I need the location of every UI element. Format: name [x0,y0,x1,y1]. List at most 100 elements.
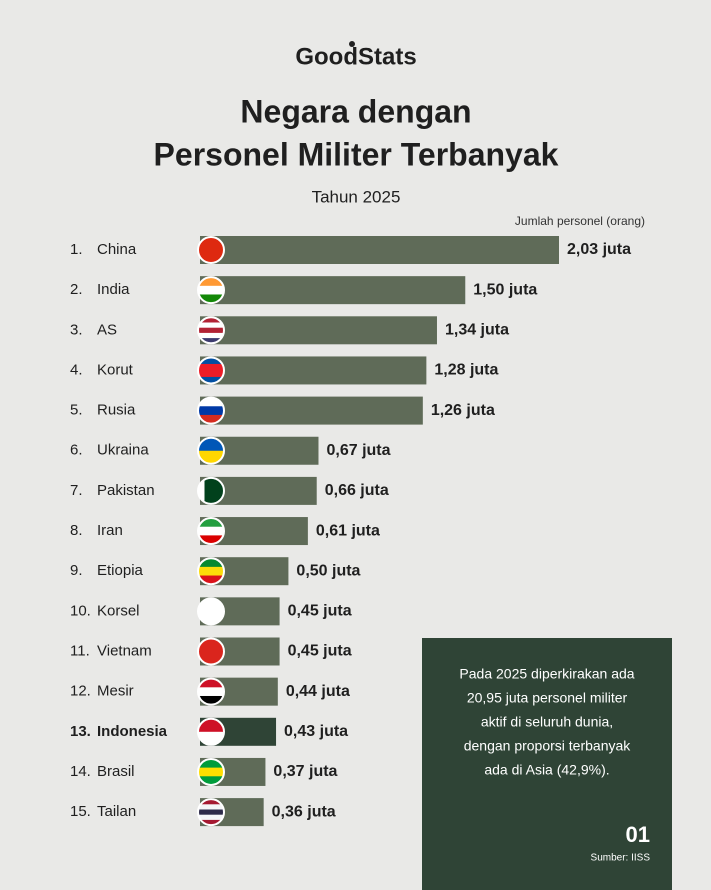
value-label: 1,34 juta [445,322,509,339]
flag [198,317,224,344]
value-label: 0,61 juta [316,522,380,539]
flag-border [197,436,225,465]
flag-stripe [198,332,224,339]
flag-stripe [198,376,224,384]
logo-dot [349,41,355,47]
flag [198,678,224,705]
flag-border [197,637,225,666]
rank: 9. [70,562,83,579]
note-line: Pada 2025 diperkirakan ada [459,666,634,682]
page-number: 01 [626,822,650,847]
flag-border [197,677,225,706]
flag-stripe [198,819,224,826]
value-label: 2,03 juta [567,241,631,258]
category-label: Pakistan [97,482,155,499]
title-line: Negara dengan [240,93,471,129]
flag-stripe [198,809,224,816]
category-label: Korut [97,361,134,378]
flag-stripe [198,327,224,334]
flag-stripe [198,558,224,568]
flag-stripe [204,477,212,504]
category-label: China [97,241,137,258]
category-label: Tailan [97,803,136,820]
flag-border [197,597,225,626]
value-label: 1,28 juta [434,362,498,379]
flag-stripe [198,322,224,329]
axis-label: Jumlah personel (orang) [515,214,645,228]
source: Sumber: IISS [591,853,651,864]
flag-stripe [198,518,224,528]
flag-stripe [198,535,224,545]
rank: 7. [70,482,83,499]
category-label: Brasil [97,763,135,780]
category-label: Rusia [97,402,136,419]
flag-stripe [198,526,224,536]
flag-border [197,757,225,786]
value-label: 0,43 juta [284,723,348,740]
flag-border [197,557,225,586]
flag-stripe [198,477,205,504]
flag-stripe [198,718,224,733]
flag [198,558,224,585]
flag-stripe [217,477,224,504]
flag-border [197,798,225,827]
flag-stripe [198,414,224,424]
value-label: 0,50 juta [296,562,360,579]
subtitle: Tahun 2025 [312,187,401,206]
value-label: 1,26 juta [431,402,495,419]
flag-stripe [198,363,224,371]
value-label: 0,66 juta [325,482,389,499]
category-label: Etiopia [97,562,144,579]
note: Pada 2025 diperkirakan ada 20,95 juta per… [459,666,634,778]
category-label: Indonesia [97,723,168,740]
flag-stripe [198,370,224,378]
flag-border [197,276,225,305]
flag [198,518,224,545]
rank: 13. [70,723,91,740]
note-line: ada di Asia (42,9%). [484,762,609,778]
category-label: AS [97,321,117,338]
category-label: Ukraina [97,442,149,459]
category-label: India [97,281,130,298]
flag [198,477,224,504]
value-label: 0,36 juta [272,803,336,820]
flag [198,277,224,304]
flag-stripe [198,397,224,407]
flag-stripe [198,437,224,452]
rank: 11. [70,642,90,659]
category-label: Iran [97,522,123,539]
value-label: 0,37 juta [273,763,337,780]
flag-stripe [198,804,224,810]
flag-stripe [198,406,224,416]
bar [200,236,559,264]
value-label: 0,44 juta [286,683,350,700]
note-line: dengan proporsi terbanyak [464,738,632,754]
flag-stripe [198,758,224,769]
flag-stripe [198,277,224,287]
flag-border [197,476,225,505]
flag-stripe [198,285,224,295]
flag [198,437,224,464]
flag-stripe [198,357,224,365]
rank: 15. [70,803,91,820]
rank: 14. [70,763,91,780]
flag-stripe [198,338,224,344]
flag-border [197,717,225,746]
rank: 12. [70,683,91,700]
flag-border [197,316,225,345]
bar [200,396,423,425]
note-line: aktif di seluruh dunia, [481,714,613,730]
flag-stripe [198,687,224,697]
rank: 3. [70,321,83,338]
flag-stripe [198,776,224,785]
flag [198,758,224,785]
rank: 8. [70,522,83,539]
flag [198,799,224,826]
flag-border [197,396,225,425]
value-label: 0,45 juta [288,603,352,620]
rank: 5. [70,402,83,419]
flag-stripe [198,317,224,323]
flag-border [197,236,225,264]
flag-stripe [198,814,224,821]
flag-stripe [198,799,224,805]
